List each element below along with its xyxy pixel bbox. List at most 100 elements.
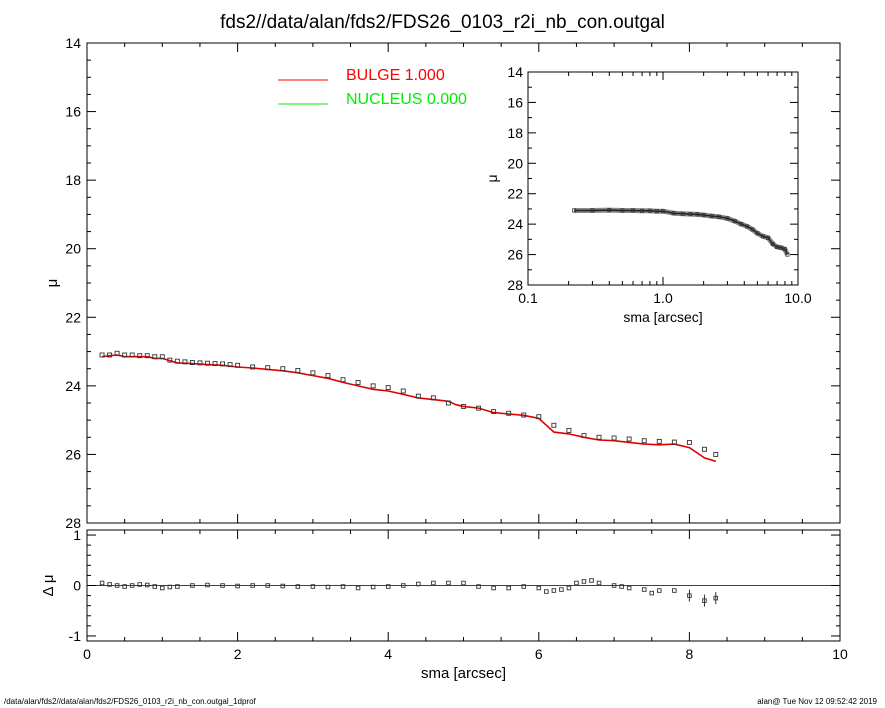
data-point [566,427,572,433]
data-point [461,403,466,409]
inset-data-point [775,244,780,249]
y-tick-label: 14 [507,64,523,80]
inset-data-point [620,208,625,213]
inset-data-point [750,227,755,232]
residual-point [551,588,557,593]
residual-point [99,580,105,586]
residual-point [280,583,286,589]
data-point [197,360,203,366]
data-point [476,405,482,411]
residual-point [536,585,542,591]
data-point [611,435,617,441]
inset-data-point [732,219,737,224]
inset-data-point [766,235,771,240]
inset-data-point [709,214,714,219]
x-tick-label: 10.0 [784,290,811,306]
x-tick-label: 1.0 [653,290,673,306]
residual-point [325,584,331,590]
inset-data-point [688,212,693,217]
inset-data-point [661,209,666,214]
x-axis-label: sma [arcsec] [623,309,702,325]
residual-point [574,580,579,586]
residual-point [713,595,719,601]
x-tick-label: 10 [832,646,848,662]
data-point [686,439,692,445]
inset-data-point [785,252,790,257]
data-point [235,362,241,368]
y-tick-label: 24 [65,378,81,394]
x-axis-label: sma [arcsec] [421,665,506,682]
residual-point [641,587,647,592]
data-point [250,364,256,370]
data-point [189,360,195,365]
data-point [430,395,436,401]
inset-data-point [654,209,659,214]
data-point [152,354,158,360]
residual-point [122,584,127,589]
chart-title: fds2//data/alan/fds2/FDS26_0103_r2i_nb_c… [220,12,665,33]
residual-point [107,582,112,587]
data-point [265,365,271,371]
data-point [536,414,542,420]
y-tick-label: 14 [65,35,81,51]
residual-point [137,582,142,587]
data-point [445,400,451,406]
inset-data-point [779,245,784,250]
y-tick-label: 24 [507,216,523,232]
data-point [656,438,662,444]
residual-point [626,585,632,591]
residual-point [340,584,346,589]
data-point [107,352,113,358]
y-tick-label: 22 [507,186,523,202]
residual-point [205,582,210,588]
footer-timestamp: alan@ Tue Nov 12 09:52:42 2019 [757,697,877,706]
footer-file-path: /data/alan/fds2//data/alan/fds2/FDS26_01… [4,697,256,706]
y-tick-label: 22 [65,309,81,325]
inset-data-point [607,208,612,213]
inset-data-point [590,208,595,213]
legend: BULGE 1.000 NUCLEUS 0.000 [278,67,467,108]
data-point [415,393,421,399]
inset-panel: 14 16 18 20 22 24 26 280.1 1.0 10.0 sma [arcsec] μ [484,64,812,325]
data-point [400,388,406,394]
residual-point [295,584,301,589]
data-point [340,377,346,383]
inset-data-point [631,208,636,213]
residual-point [385,584,391,589]
data-point [129,352,135,358]
residual-point [702,598,707,603]
main-panel: 14 16 18 20 22 24 26 28 μ [44,35,841,531]
data-point [280,366,286,372]
data-point [491,409,497,415]
data-point [626,436,632,442]
residual-point [310,584,316,589]
residual-point [235,583,240,589]
residual-point [446,580,451,586]
x-tick-label: 2 [234,646,242,662]
y-tick-label: 28 [507,277,523,293]
residual-point [431,580,436,586]
residual-point [596,580,602,586]
inset-data-point [782,247,787,252]
data-point [370,383,376,389]
data-point [295,367,301,373]
x-tick-label: 6 [535,646,543,662]
x-tick-label: 8 [686,646,694,662]
data-point [355,379,361,385]
residual-point [144,582,150,588]
residual-point [355,585,361,591]
residual-point [370,584,376,590]
data-point [713,451,719,457]
residual-point [672,588,677,593]
residual-point [649,590,655,596]
residual-point [190,583,195,588]
y-tick-label: 18 [507,125,523,141]
inset-data-point [701,213,706,218]
inset-data-point [770,241,775,246]
residual-point [687,593,692,598]
residual-point [129,583,135,588]
data-point [159,354,165,360]
